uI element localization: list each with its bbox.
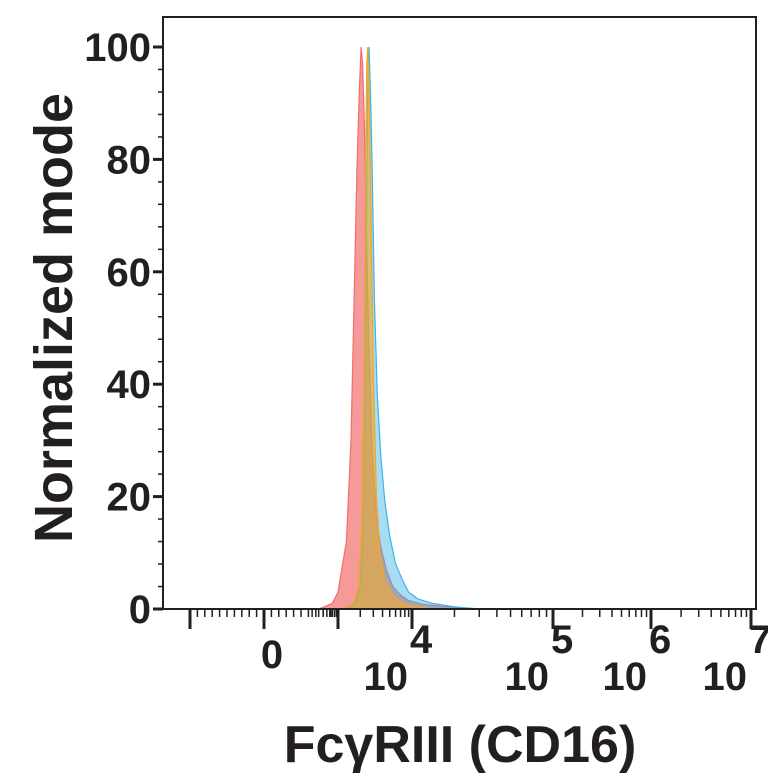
series-layer xyxy=(318,46,480,610)
x-tick-label-exponent: 5 xyxy=(551,618,573,662)
y-tick-label: 40 xyxy=(107,363,152,407)
plot-frame xyxy=(162,16,757,610)
x-axis-title: FcγRIII (CD16) xyxy=(284,716,637,774)
x-tick-label-exponent: 6 xyxy=(649,618,671,662)
x-tick-label-base: 10 xyxy=(603,655,648,699)
x-tick-label: 0 xyxy=(261,633,283,677)
x-tick-label-base: 10 xyxy=(364,655,409,699)
y-axis: 0 20 40 60 80 100 xyxy=(84,26,163,632)
x-tick-label-exponent: 7 xyxy=(749,618,768,662)
x-tick-label-base: 10 xyxy=(703,655,748,699)
y-tick-label: 100 xyxy=(84,26,151,70)
x-tick-label-base: 10 xyxy=(505,655,550,699)
y-tick-label: 80 xyxy=(107,138,152,182)
series-area-2 xyxy=(343,46,433,610)
series-area-0 xyxy=(318,46,480,610)
x-tick-label-exponent: 4 xyxy=(410,618,433,662)
y-tick-label: 60 xyxy=(107,251,152,295)
y-tick-label: 0 xyxy=(129,588,151,632)
y-tick-label: 20 xyxy=(107,476,152,520)
y-axis-title: Normalized mode xyxy=(24,93,84,543)
